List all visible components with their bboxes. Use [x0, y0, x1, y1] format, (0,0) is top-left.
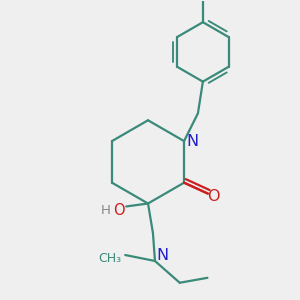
Text: N: N [186, 134, 198, 148]
Text: O: O [208, 189, 220, 204]
Text: CH₃: CH₃ [98, 252, 121, 265]
Text: N: N [156, 248, 168, 263]
Text: O: O [113, 203, 125, 218]
Text: H: H [100, 204, 110, 217]
